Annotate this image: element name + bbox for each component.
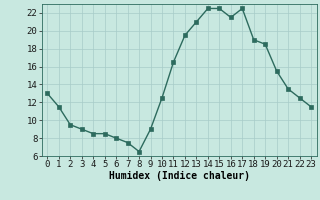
X-axis label: Humidex (Indice chaleur): Humidex (Indice chaleur) [109, 171, 250, 181]
